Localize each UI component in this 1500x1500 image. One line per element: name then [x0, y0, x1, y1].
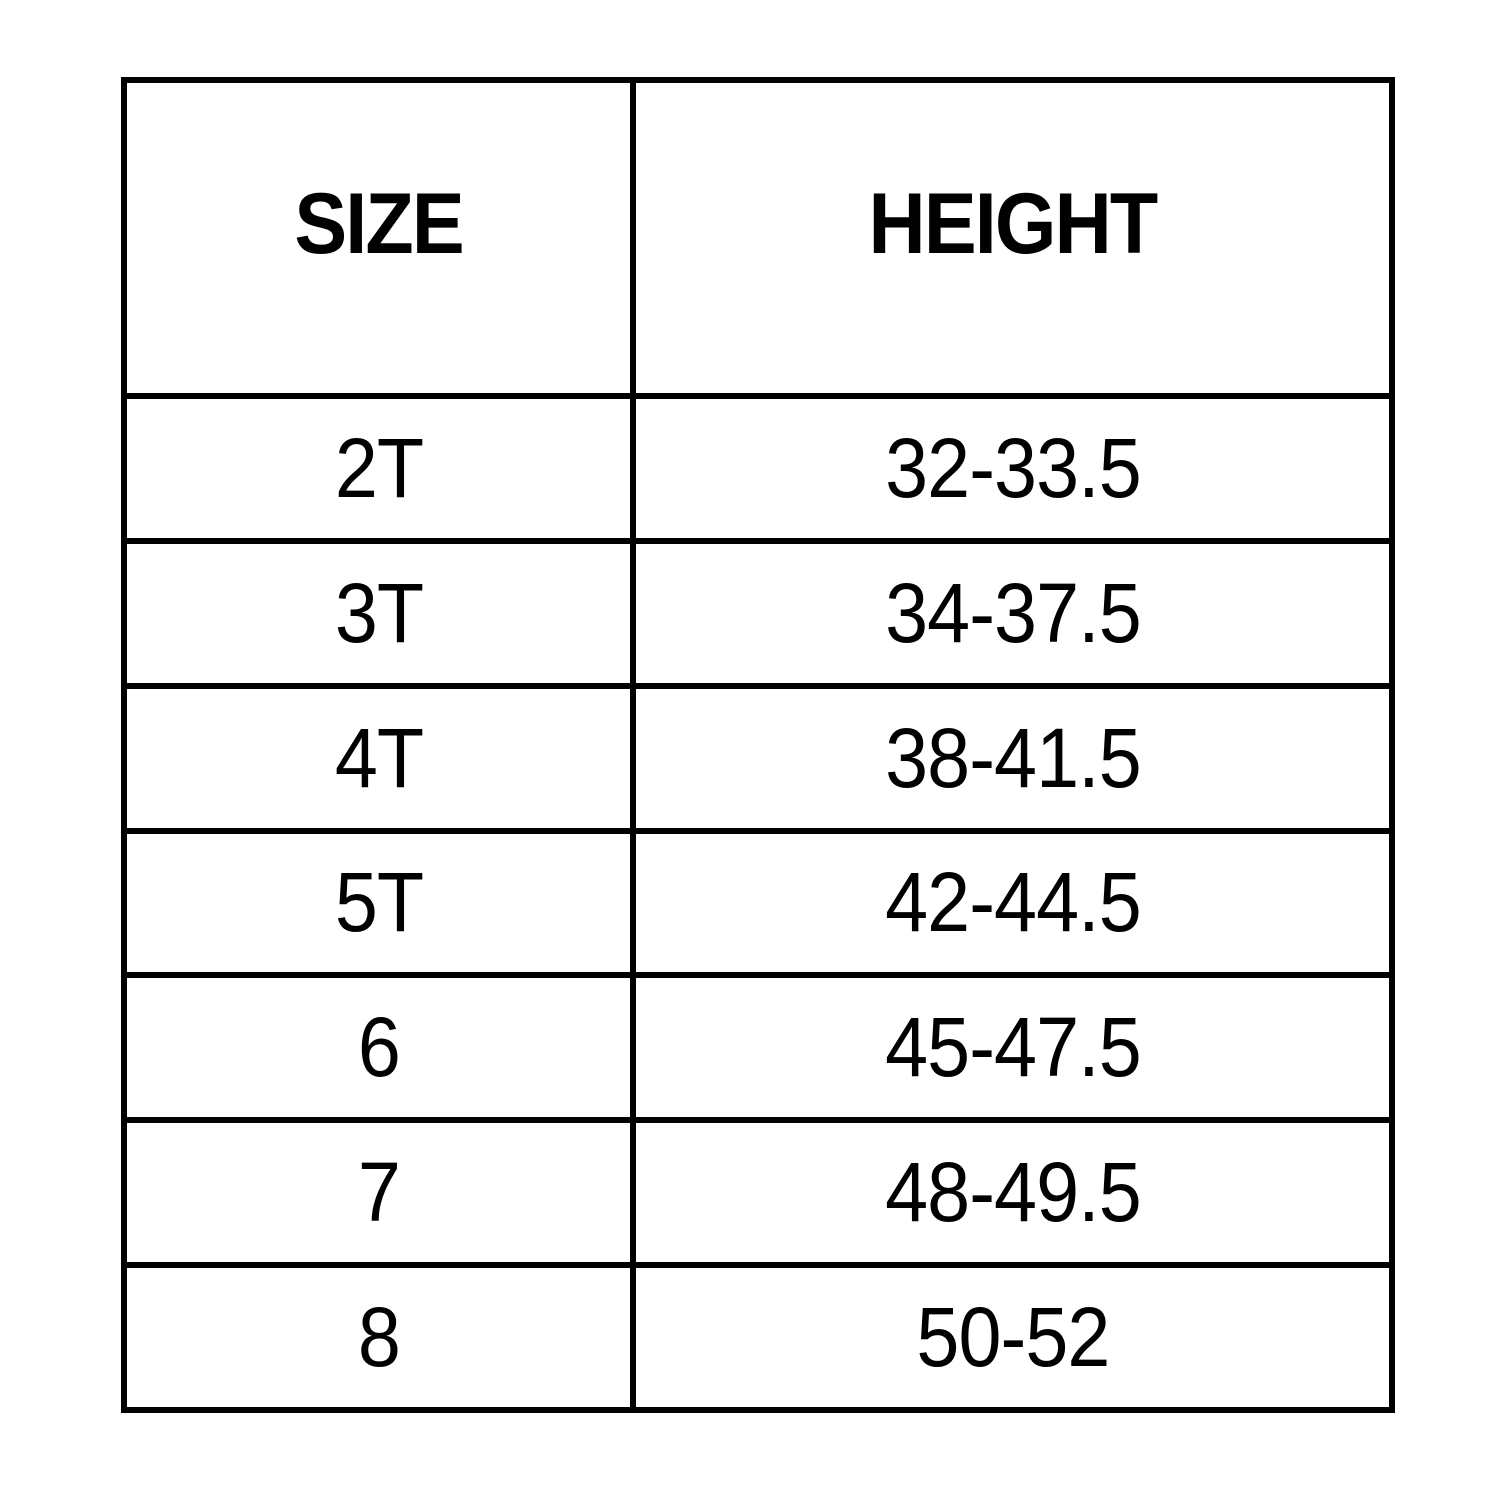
header-row: SIZE HEIGHT — [120, 77, 1395, 399]
table-row: 6 45-47.5 — [120, 972, 1395, 1124]
header-height: HEIGHT — [630, 77, 1395, 399]
height-cell: 42-44.5 — [630, 827, 1395, 979]
table-row: 5T 42-44.5 — [120, 827, 1395, 979]
table-row: 7 48-49.5 — [120, 1117, 1395, 1269]
height-cell: 48-49.5 — [630, 1117, 1395, 1269]
size-cell: 5T — [120, 827, 637, 979]
size-cell: 3T — [120, 537, 637, 689]
size-cell: 4T — [120, 682, 637, 834]
height-cell: 50-52 — [630, 1262, 1395, 1413]
height-cell: 34-37.5 — [630, 537, 1395, 689]
table-row: 2T 32-33.5 — [120, 393, 1395, 544]
size-chart-table: SIZE HEIGHT 2T 32-33.5 3T 34-37.5 4T 38-41.5 5… — [120, 77, 1395, 1413]
height-cell: 45-47.5 — [630, 972, 1395, 1124]
size-cell: 7 — [120, 1117, 637, 1269]
size-cell: 6 — [120, 972, 637, 1124]
table-row: 3T 34-37.5 — [120, 537, 1395, 689]
table-row: 8 50-52 — [120, 1262, 1395, 1413]
height-cell: 32-33.5 — [630, 393, 1395, 544]
size-cell: 2T — [120, 393, 637, 544]
size-cell: 8 — [120, 1262, 637, 1413]
header-size: SIZE — [120, 77, 637, 399]
height-cell: 38-41.5 — [630, 682, 1395, 834]
table-row: 4T 38-41.5 — [120, 682, 1395, 834]
